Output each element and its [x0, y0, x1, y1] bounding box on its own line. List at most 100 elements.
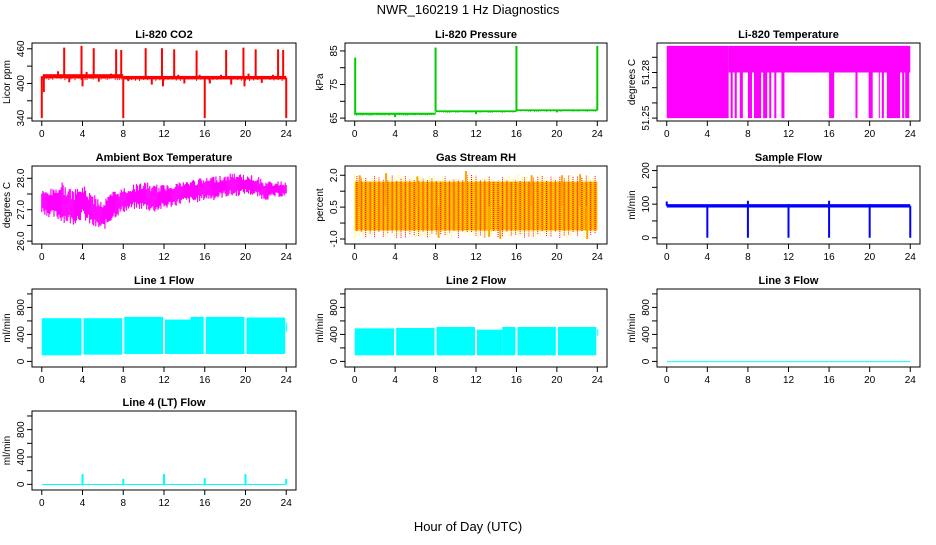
x-tick-label: 24	[281, 129, 293, 140]
x-tick-label: 16	[511, 252, 523, 263]
x-tick-label: 8	[120, 129, 126, 140]
x-tick-label: 12	[158, 252, 170, 263]
data-band	[41, 318, 82, 356]
data-band	[557, 326, 597, 356]
x-tick-label: 8	[433, 375, 439, 386]
x-tick-label: 20	[551, 252, 563, 263]
x-tick-label: 16	[199, 252, 211, 263]
data-band	[205, 316, 245, 354]
x-tick-label: 16	[199, 498, 211, 509]
panel-title: Li-820 Pressure	[435, 29, 517, 41]
x-tick-label: 20	[551, 129, 563, 140]
y-tick-label: 100	[641, 195, 652, 212]
data-band	[165, 319, 191, 354]
y-axis-label: ml/min	[627, 313, 638, 342]
x-tick-label: 4	[392, 375, 398, 386]
data-band	[666, 361, 911, 363]
x-tick-label: 16	[511, 129, 523, 140]
y-tick-label: 26.0	[16, 231, 27, 251]
plot-area	[354, 171, 598, 239]
x-tick-label: 0	[39, 129, 45, 140]
x-axis-label: Hour of Day (UTC)	[414, 519, 522, 534]
y-tick-label: 400	[16, 326, 27, 343]
data-band	[763, 72, 768, 119]
data-band	[354, 181, 598, 231]
panel-title: Line 3 Flow	[759, 275, 819, 287]
y-axis-label: percent	[315, 188, 326, 222]
plot-area	[41, 316, 288, 356]
data-band	[855, 72, 858, 119]
y-tick-label: 800	[329, 299, 340, 316]
data-band	[41, 483, 287, 485]
x-tick-label: 8	[120, 252, 126, 263]
data-band	[747, 72, 752, 119]
data-band	[354, 328, 395, 356]
data-band	[868, 72, 873, 119]
y-tick-label: 400	[16, 448, 27, 465]
y-tick-label: 0.5	[329, 200, 340, 214]
x-tick-label: 16	[824, 375, 836, 386]
data-band	[728, 45, 911, 73]
data-band	[396, 328, 435, 356]
x-tick-label: 4	[80, 375, 86, 386]
data-band	[190, 316, 204, 354]
x-tick-label: 4	[392, 129, 398, 140]
plot-area	[354, 326, 599, 356]
y-tick-label: 800	[16, 421, 27, 438]
data-band	[597, 329, 599, 336]
panel-line-4-lt-flow: Line 4 (LT) Flow ml/min 0 4 8 12 16 20 24 0 400 800	[2, 397, 297, 509]
plot-area	[665, 200, 912, 238]
data-band	[769, 72, 772, 119]
panel-title: Line 1 Flow	[134, 275, 194, 287]
x-tick-label: 24	[905, 129, 917, 140]
x-tick-label: 12	[470, 252, 482, 263]
data-band	[781, 72, 785, 119]
data-band	[754, 72, 762, 119]
x-tick-label: 8	[745, 252, 751, 263]
plot-area	[41, 474, 288, 485]
x-tick-label: 4	[80, 129, 86, 140]
x-tick-label: 0	[39, 375, 45, 386]
x-tick-label: 16	[824, 129, 836, 140]
y-tick-label: 800	[16, 299, 27, 316]
data-band	[886, 72, 901, 119]
x-tick-label: 12	[783, 375, 795, 386]
x-tick-label: 0	[352, 375, 358, 386]
panel-line-1-flow: Line 1 Flow ml/min 0 4 8 12 16 20 24 0 400 800	[2, 275, 297, 386]
x-tick-label: 8	[745, 129, 751, 140]
plot-area	[666, 45, 911, 119]
x-tick-label: 0	[352, 252, 358, 263]
x-tick-label: 20	[864, 129, 876, 140]
data-band	[436, 326, 475, 356]
x-tick-label: 12	[470, 129, 482, 140]
x-tick-label: 24	[905, 375, 917, 386]
x-tick-label: 4	[705, 375, 711, 386]
x-tick-label: 8	[433, 129, 439, 140]
x-tick-label: 20	[551, 375, 563, 386]
y-tick-label: 400	[329, 326, 340, 343]
x-tick-label: 0	[39, 252, 45, 263]
y-tick-label: 0	[16, 481, 27, 487]
x-tick-label: 8	[120, 498, 126, 509]
x-tick-label: 4	[392, 252, 398, 263]
data-band	[42, 74, 124, 79]
panel-li-820-pressure: Li-820 Pressure kPa 0 4 8 12 16 20 24 65 75 85	[315, 29, 608, 140]
panel-title: Line 2 Flow	[446, 275, 506, 287]
panel-title: Gas Stream RH	[436, 152, 516, 164]
data-band	[739, 72, 743, 119]
data-band	[905, 72, 910, 119]
x-tick-label: 20	[240, 252, 252, 263]
x-tick-label: 12	[158, 375, 170, 386]
plot-frame	[656, 288, 921, 368]
x-tick-label: 12	[158, 129, 170, 140]
x-tick-label: 24	[281, 375, 293, 386]
y-tick-label: 0	[16, 358, 27, 364]
data-band	[286, 322, 288, 332]
y-axis-label: Licor ppm	[2, 60, 13, 104]
data-band	[666, 45, 729, 119]
x-tick-label: 24	[905, 252, 917, 263]
x-tick-label: 0	[664, 252, 670, 263]
data-band	[246, 317, 286, 354]
data-band	[829, 72, 835, 119]
